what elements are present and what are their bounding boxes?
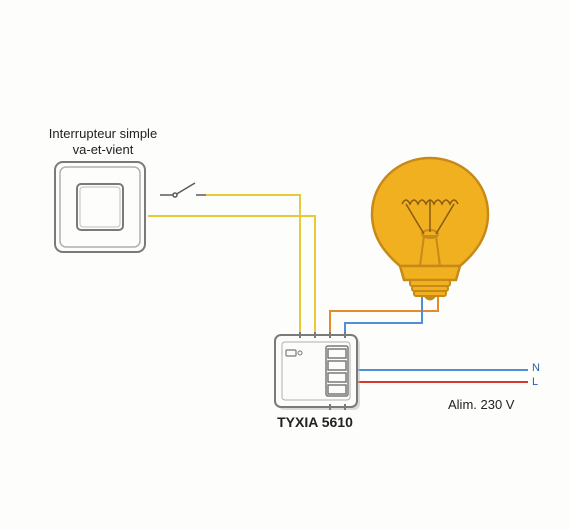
wall-switch: [55, 162, 145, 252]
module-label: TYXIA 5610: [255, 414, 375, 431]
switch-contact-icon: [160, 183, 206, 197]
light-bulb-icon: [372, 158, 488, 300]
switch-label-line2: va-et-vient: [73, 142, 134, 157]
supply-label: Alim. 230 V: [448, 397, 538, 413]
neutral-n-label: N: [532, 362, 540, 374]
live-l-label: L: [532, 376, 538, 388]
tyxia-module: [275, 332, 360, 410]
switch-label-line1: Interrupteur simple: [49, 126, 157, 141]
wiring-diagram: [0, 0, 569, 530]
switch-label: Interrupteur simple va-et-vient: [28, 126, 178, 157]
